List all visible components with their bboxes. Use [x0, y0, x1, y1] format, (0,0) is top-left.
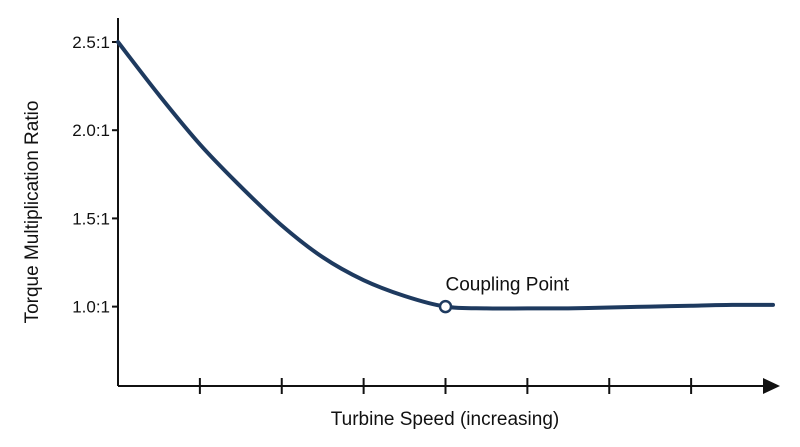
axes: [117, 18, 780, 394]
y-tick-label: 1.5:1: [72, 209, 110, 228]
y-tick-label: 2.5:1: [72, 33, 110, 52]
y-tick-label: 1.0:1: [72, 298, 110, 317]
coupling-point-marker: [438, 299, 453, 314]
ticks: 2.5:1 2.0:1 1.5:1 1.0:1: [72, 33, 693, 394]
x-axis-arrow-icon: [763, 378, 780, 394]
coupling-point-label: Coupling Point: [446, 275, 570, 296]
series-line: [116, 40, 775, 311]
annotations-layer: Coupling Point: [438, 275, 570, 314]
y-tick-label: 2.0:1: [72, 121, 110, 140]
series-layer: [116, 40, 775, 311]
y-axis-title: Torque Multiplication Ratio: [22, 101, 43, 324]
x-axis-title: Turbine Speed (increasing): [331, 409, 559, 430]
